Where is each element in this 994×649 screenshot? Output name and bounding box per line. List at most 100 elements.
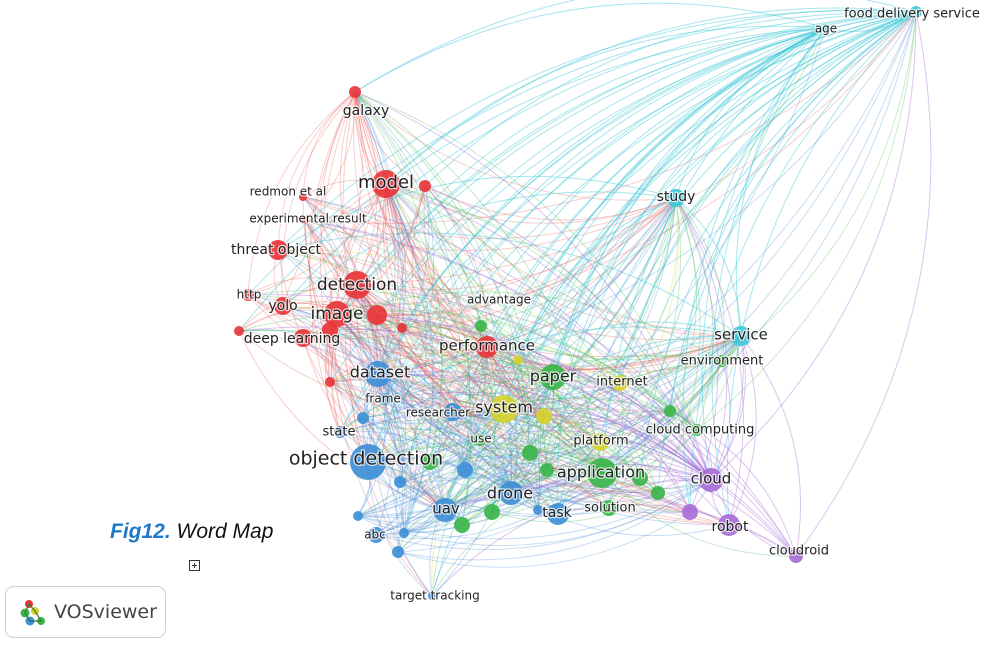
node-r5[interactable] xyxy=(234,326,244,336)
node-g7[interactable] xyxy=(651,486,665,500)
node-b7[interactable] xyxy=(533,505,543,515)
node-food-delivery-service[interactable] xyxy=(910,6,922,18)
node-g6[interactable] xyxy=(632,470,648,486)
label-redmon-et-al[interactable]: redmon et al xyxy=(248,183,327,200)
label-galaxy[interactable]: galaxy xyxy=(341,102,390,121)
node-task[interactable] xyxy=(547,503,569,525)
label-threat-object[interactable]: threat object xyxy=(230,241,323,260)
node-r2[interactable] xyxy=(419,180,431,192)
node-g4[interactable] xyxy=(522,445,538,461)
node-system[interactable] xyxy=(490,395,518,423)
label-performance[interactable]: performance xyxy=(438,335,537,356)
label-frame[interactable]: frame xyxy=(364,390,402,407)
node-uav[interactable] xyxy=(433,498,457,522)
label-model[interactable]: model xyxy=(357,171,416,195)
node-internet[interactable] xyxy=(612,375,628,391)
node-state[interactable] xyxy=(334,426,346,438)
node-y1[interactable] xyxy=(513,355,523,365)
node-frame[interactable] xyxy=(379,393,391,405)
node-g5[interactable] xyxy=(540,463,554,477)
label-researcher[interactable]: researcher xyxy=(405,404,472,421)
label-cloud-computing[interactable]: cloud computing xyxy=(644,421,755,439)
node-galaxy[interactable] xyxy=(349,86,361,98)
node-r3[interactable] xyxy=(322,322,338,338)
node-g2[interactable] xyxy=(454,517,470,533)
node-b4[interactable] xyxy=(392,546,404,558)
label-robot[interactable]: robot xyxy=(710,518,750,537)
node-drone[interactable] xyxy=(499,481,523,505)
label-paper[interactable]: paper xyxy=(528,365,577,387)
node-study[interactable] xyxy=(667,189,685,207)
label-age[interactable]: age xyxy=(814,20,839,37)
node-b3[interactable] xyxy=(353,511,363,521)
label-deep-learning[interactable]: deep learning xyxy=(242,330,341,349)
node-b6[interactable] xyxy=(357,412,369,424)
label-image[interactable]: image xyxy=(309,303,364,326)
node-deep-learning[interactable] xyxy=(294,329,312,347)
label-advantage[interactable]: advantage xyxy=(466,291,533,308)
node-service[interactable] xyxy=(731,326,751,346)
node-b2[interactable] xyxy=(394,476,406,488)
node-g3[interactable] xyxy=(484,504,500,520)
label-uav[interactable]: uav xyxy=(431,498,461,519)
node-cloudroid[interactable] xyxy=(789,549,803,563)
node-g1[interactable] xyxy=(422,454,438,470)
label-environment[interactable]: environment xyxy=(679,352,764,370)
expand-plus-icon[interactable] xyxy=(189,560,200,571)
node-platform[interactable] xyxy=(591,433,609,451)
node-experimental-result[interactable] xyxy=(301,216,309,224)
node-detection[interactable] xyxy=(343,271,371,299)
label-cloudroid[interactable]: cloudroid xyxy=(768,542,831,560)
node-advantage[interactable] xyxy=(475,320,487,332)
node-g8[interactable] xyxy=(664,405,676,417)
label-service[interactable]: service xyxy=(713,324,769,345)
node-y2[interactable] xyxy=(536,408,552,424)
vosviewer-badge[interactable]: VOSviewer xyxy=(5,586,166,638)
node-paper[interactable] xyxy=(540,364,566,390)
node-r4[interactable] xyxy=(397,323,407,333)
label-state[interactable]: state xyxy=(321,423,356,441)
node-robot[interactable] xyxy=(718,514,740,536)
node-redmon-et-al[interactable] xyxy=(299,193,307,201)
label-object-detection[interactable]: object detection xyxy=(288,446,445,471)
label-dataset[interactable]: dataset xyxy=(349,361,412,383)
label-abc[interactable]: abc xyxy=(363,526,387,543)
node-image[interactable] xyxy=(324,301,350,327)
node-researcher[interactable] xyxy=(444,403,462,421)
label-cloud[interactable]: cloud xyxy=(689,468,732,489)
label-yolo[interactable]: yolo xyxy=(267,297,299,316)
node-performance[interactable] xyxy=(476,336,498,358)
node-target-tracking[interactable] xyxy=(428,592,436,600)
label-food-delivery-service[interactable]: food delivery service xyxy=(843,5,981,23)
node-abc[interactable] xyxy=(368,527,384,543)
node-b5[interactable] xyxy=(399,528,409,538)
node-cloud[interactable] xyxy=(699,468,723,492)
label-system[interactable]: system xyxy=(474,396,534,418)
node-use[interactable] xyxy=(474,434,486,446)
label-use[interactable]: use xyxy=(469,430,493,447)
node-age[interactable] xyxy=(822,24,830,32)
label-platform[interactable]: platform xyxy=(572,432,630,450)
node-cloud-computing[interactable] xyxy=(691,424,703,436)
label-drone[interactable]: drone xyxy=(486,482,535,504)
node-dataset[interactable] xyxy=(365,361,391,387)
node-solution[interactable] xyxy=(601,500,617,516)
node-http[interactable] xyxy=(242,289,254,301)
label-http[interactable]: http xyxy=(235,286,262,303)
node-p1[interactable] xyxy=(682,504,698,520)
label-application[interactable]: application xyxy=(556,461,647,483)
label-task[interactable]: task xyxy=(541,504,574,523)
node-environment[interactable] xyxy=(716,355,728,367)
node-application[interactable] xyxy=(587,458,617,488)
node-object-detection[interactable] xyxy=(350,444,386,480)
label-internet[interactable]: internet xyxy=(595,373,649,391)
node-model[interactable] xyxy=(372,170,400,198)
label-detection[interactable]: detection xyxy=(316,274,399,297)
node-yolo[interactable] xyxy=(274,297,292,315)
node-r1[interactable] xyxy=(367,305,387,325)
label-study[interactable]: study xyxy=(655,188,696,207)
label-experimental-result[interactable]: experimental result xyxy=(248,210,368,227)
node-r6[interactable] xyxy=(325,377,335,387)
label-target-tracking[interactable]: target tracking xyxy=(389,587,481,604)
